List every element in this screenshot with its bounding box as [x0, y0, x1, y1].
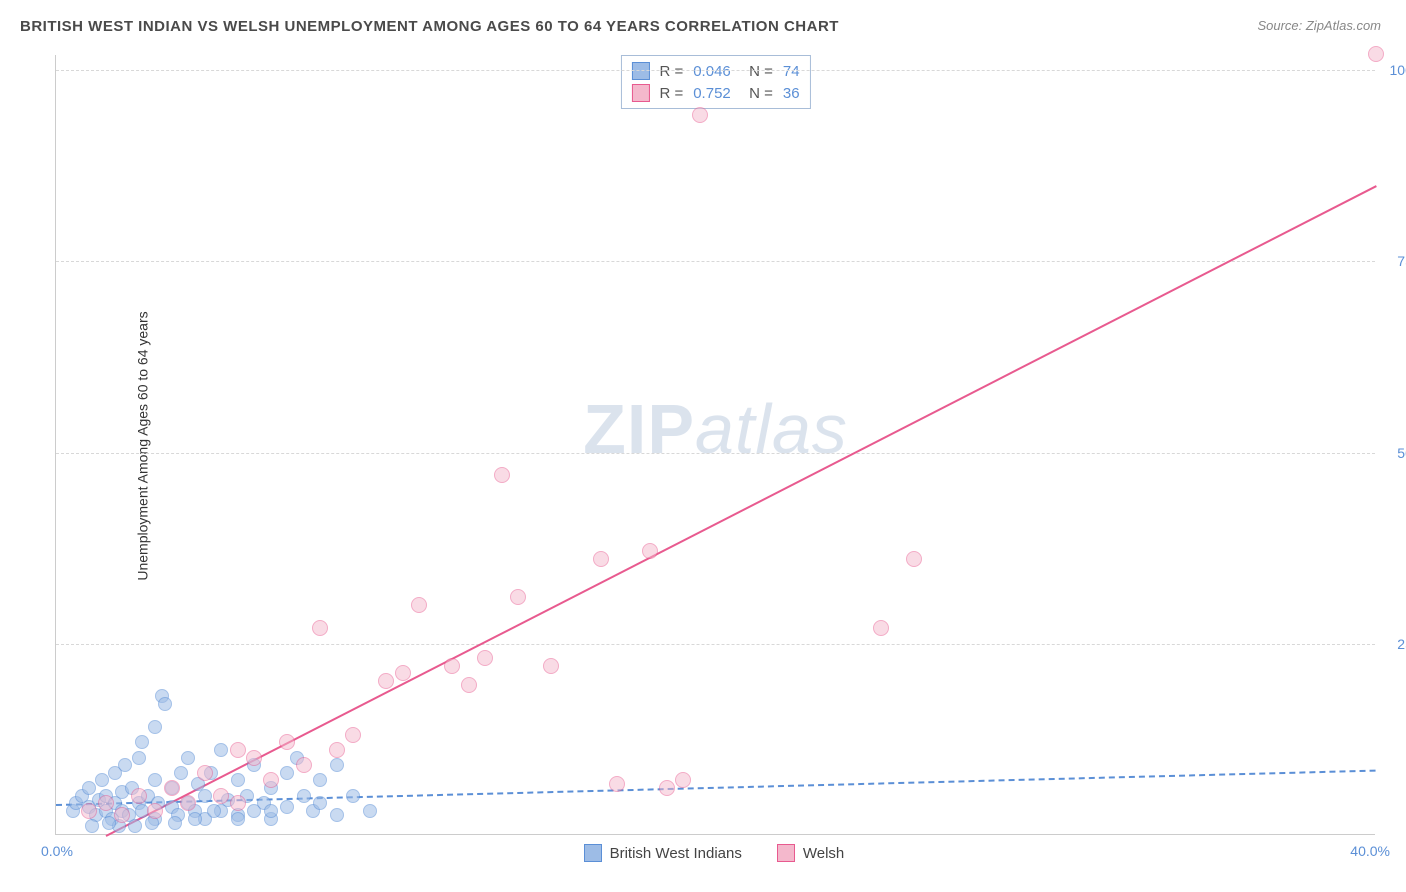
data-point [198, 789, 212, 803]
x-axis-max-tick: 40.0% [1350, 843, 1390, 859]
data-point [174, 766, 188, 780]
data-point [158, 697, 172, 711]
grid-line [56, 453, 1375, 454]
data-point [593, 551, 609, 567]
x-axis-min-tick: 0.0% [41, 843, 73, 859]
y-axis-tick: 50.0% [1382, 445, 1406, 461]
data-point [297, 789, 311, 803]
data-point [280, 800, 294, 814]
data-point [118, 758, 132, 772]
legend-label: Welsh [803, 845, 844, 862]
data-point [411, 597, 427, 613]
data-point [207, 804, 221, 818]
data-point [477, 650, 493, 666]
legend-item: Welsh [777, 844, 844, 862]
stats-n-value: 36 [783, 85, 800, 102]
data-point [378, 673, 394, 689]
data-point [263, 772, 279, 788]
data-point [85, 819, 99, 833]
trend-line [56, 770, 1376, 806]
trend-line [105, 185, 1376, 837]
data-point [609, 776, 625, 792]
data-point [543, 658, 559, 674]
stats-r-value: 0.752 [693, 85, 731, 102]
data-point [675, 772, 691, 788]
data-point [231, 773, 245, 787]
data-point [296, 757, 312, 773]
data-point [197, 765, 213, 781]
data-point [906, 551, 922, 567]
y-axis-tick: 25.0% [1382, 636, 1406, 652]
chart-title: BRITISH WEST INDIAN VS WELSH UNEMPLOYMEN… [20, 18, 839, 35]
data-point [444, 658, 460, 674]
data-point [345, 727, 361, 743]
data-point [132, 751, 146, 765]
data-point [231, 812, 245, 826]
data-point [313, 796, 327, 810]
plot-area: ZIPatlas R = 0.046 N = 74R = 0.752 N = 3… [55, 55, 1375, 835]
data-point [264, 804, 278, 818]
data-point [135, 735, 149, 749]
stats-legend-box: R = 0.046 N = 74R = 0.752 N = 36 [620, 55, 810, 109]
data-point [1368, 46, 1384, 62]
data-point [279, 734, 295, 750]
data-point [114, 807, 130, 823]
legend-item: British West Indians [584, 844, 742, 862]
data-point [363, 804, 377, 818]
data-point [461, 677, 477, 693]
legend-swatch [584, 844, 602, 862]
legend-swatch [631, 84, 649, 102]
stats-r-label: R = [659, 85, 683, 102]
data-point [330, 758, 344, 772]
data-point [131, 788, 147, 804]
data-point [213, 788, 229, 804]
series-legend: British West Indians Welsh [584, 844, 845, 862]
data-point [148, 773, 162, 787]
data-point [214, 743, 228, 757]
data-point [168, 816, 182, 830]
data-point [230, 795, 246, 811]
data-point [873, 620, 889, 636]
source-attribution: Source: ZipAtlas.com [1257, 18, 1381, 33]
grid-line [56, 70, 1375, 71]
data-point [494, 467, 510, 483]
data-point [98, 795, 114, 811]
data-point [313, 773, 327, 787]
data-point [280, 766, 294, 780]
y-axis-tick: 75.0% [1382, 253, 1406, 269]
grid-line [56, 261, 1375, 262]
data-point [692, 107, 708, 123]
data-point [230, 742, 246, 758]
data-point [128, 819, 142, 833]
data-point [346, 789, 360, 803]
data-point [164, 780, 180, 796]
data-point [81, 803, 97, 819]
legend-swatch [777, 844, 795, 862]
legend-label: British West Indians [610, 845, 742, 862]
grid-line [56, 644, 1375, 645]
data-point [659, 780, 675, 796]
data-point [148, 720, 162, 734]
data-point [312, 620, 328, 636]
y-axis-tick: 100.0% [1382, 62, 1406, 78]
data-point [246, 750, 262, 766]
watermark: ZIPatlas [583, 389, 848, 469]
stats-n-label: N = [741, 85, 773, 102]
data-point [395, 665, 411, 681]
data-point [95, 773, 109, 787]
data-point [510, 589, 526, 605]
data-point [181, 751, 195, 765]
data-point [329, 742, 345, 758]
data-point [642, 543, 658, 559]
data-point [147, 803, 163, 819]
stats-legend-row: R = 0.752 N = 36 [631, 82, 799, 104]
data-point [180, 795, 196, 811]
data-point [188, 812, 202, 826]
data-point [330, 808, 344, 822]
